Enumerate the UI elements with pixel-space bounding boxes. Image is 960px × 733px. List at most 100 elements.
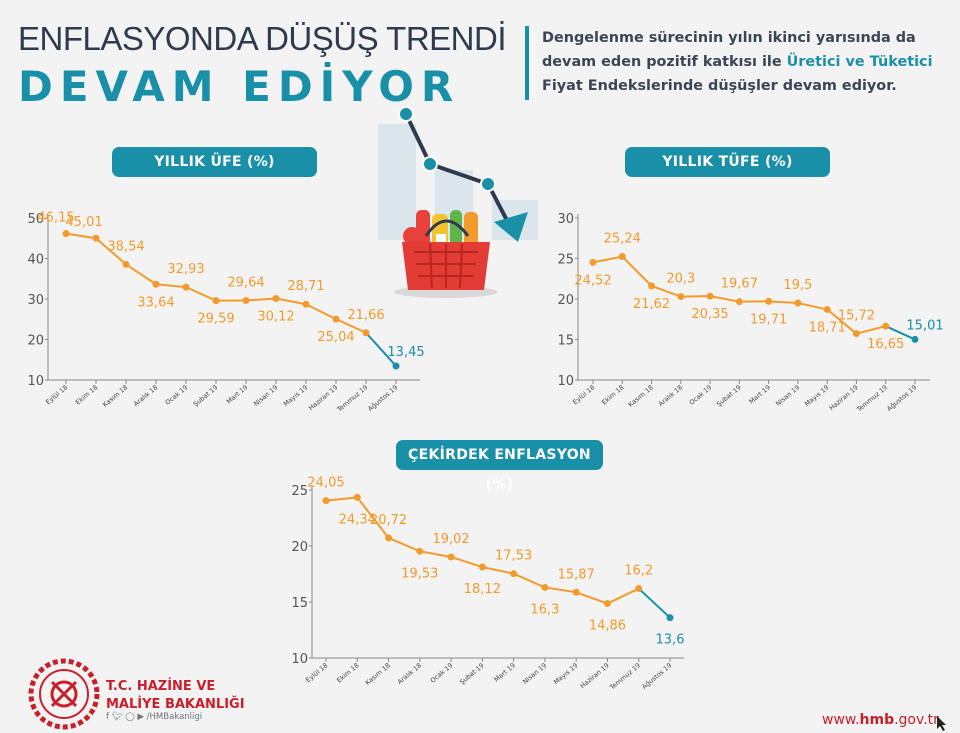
series-line-segment	[185, 286, 217, 302]
page-title: ENFLASYONDA DÜŞÜŞ TRENDİ	[18, 20, 507, 57]
series-line-segment	[305, 303, 337, 320]
data-point	[478, 563, 486, 571]
data-label: 19,5	[783, 278, 812, 293]
data-point	[385, 534, 393, 542]
url-prefix: www.	[822, 712, 860, 728]
y-tick-label: 10	[557, 374, 574, 389]
series-line-segment	[155, 283, 187, 289]
description-part2: Fiyat Endekslerinde düşüşler devam ediyo…	[542, 78, 897, 94]
series-line-segment	[95, 237, 127, 266]
data-point	[706, 292, 714, 300]
data-point	[353, 493, 361, 501]
header-description: Dengelenme sürecinin yılın ikinci yarısı…	[542, 26, 952, 98]
data-label: 24,52	[574, 273, 611, 288]
data-label: 18,12	[464, 582, 501, 597]
data-label: 15,87	[558, 567, 595, 582]
y-tick-label: 15	[557, 334, 574, 349]
website-url[interactable]: www.hmb.gov.tr	[822, 712, 939, 728]
series-line-segment	[450, 556, 483, 569]
data-point	[618, 253, 626, 261]
data-label: 28,71	[287, 279, 324, 294]
series-line-segment	[356, 496, 390, 539]
series-line-segment	[856, 325, 886, 335]
ministry-name: T.C. HAZİNE VE MALİYE BAKANLIĞI	[106, 678, 245, 714]
y-tick-label: 40	[27, 253, 44, 268]
series-line-segment	[275, 297, 307, 306]
data-label: 33,64	[137, 295, 174, 310]
series-line-segment	[651, 284, 682, 298]
data-point	[447, 553, 455, 561]
data-point	[666, 614, 674, 622]
data-label: 15,72	[838, 309, 875, 324]
data-point	[589, 258, 597, 266]
data-point	[272, 295, 280, 303]
twitter-icon[interactable]: 🐦︎	[111, 712, 123, 722]
data-point	[572, 588, 580, 596]
y-tick-label: 20	[557, 293, 574, 308]
data-label: 16,2	[624, 564, 653, 579]
data-label: 24,05	[307, 476, 344, 491]
series-line-segment	[245, 297, 277, 302]
series-line-segment	[365, 332, 397, 367]
data-label: 30,12	[257, 310, 294, 325]
series-line-segment	[513, 572, 546, 589]
data-point	[212, 297, 220, 305]
data-point	[677, 293, 685, 301]
data-point	[302, 300, 310, 308]
data-point	[416, 547, 424, 555]
data-label: 19,53	[401, 566, 438, 581]
data-label: 13,45	[387, 345, 424, 360]
data-label: 29,59	[197, 312, 234, 327]
data-label: 45,01	[65, 215, 102, 230]
facebook-icon[interactable]: f	[106, 712, 109, 722]
series-line-segment	[335, 318, 367, 334]
data-label: 21,62	[633, 297, 670, 312]
data-point	[122, 260, 130, 268]
series-line-segment	[768, 300, 798, 305]
youtube-icon[interactable]: ▶	[137, 712, 144, 722]
y-tick-label: 20	[27, 334, 44, 349]
instagram-icon[interactable]: ◯	[125, 712, 135, 722]
data-point	[765, 297, 773, 305]
series-line-segment	[419, 550, 452, 558]
data-point	[332, 315, 340, 323]
series-line-segment	[638, 587, 671, 619]
ministry-name-line2: MALİYE BAKANLIĞI	[106, 697, 245, 712]
data-point	[92, 234, 100, 242]
social-handle: /HMBakanligi	[146, 712, 203, 722]
description-part1: Dengelenme sürecinin yılın ikinci yarısı…	[542, 30, 916, 70]
y-tick-label: 30	[27, 293, 44, 308]
data-label: 20,3	[666, 272, 695, 287]
data-point	[882, 322, 890, 330]
series-line-segment	[544, 586, 577, 594]
data-point	[852, 330, 860, 338]
data-label: 25,24	[604, 232, 641, 247]
data-label: 29,64	[227, 275, 264, 290]
page-title-highlight: DEVAM EDİYOR	[18, 62, 461, 111]
series-line-segment	[125, 263, 157, 286]
data-label: 14,86	[589, 619, 626, 634]
series-line-segment	[621, 255, 653, 287]
series-line-segment	[797, 302, 828, 311]
series-line-segment	[826, 308, 858, 335]
data-point	[322, 497, 330, 505]
data-label: 16,65	[867, 337, 904, 352]
series-line-segment	[65, 232, 97, 240]
shopping-basket-icon	[394, 210, 498, 298]
data-label: 25,04	[317, 330, 354, 345]
data-point	[541, 583, 549, 591]
data-label: 19,71	[750, 312, 787, 327]
data-point	[62, 230, 70, 238]
data-point	[392, 362, 400, 370]
data-label: 20,35	[691, 307, 728, 322]
ufe-chart-title: YILLIK ÜFE (%)	[112, 147, 317, 177]
data-label: 13,6	[656, 633, 685, 648]
url-suffix: .gov.tr	[894, 712, 939, 728]
description-highlight: Üretici ve Tüketici	[786, 54, 933, 70]
ministry-name-line1: T.C. HAZİNE VE	[106, 679, 216, 694]
series-line-segment	[885, 325, 916, 341]
